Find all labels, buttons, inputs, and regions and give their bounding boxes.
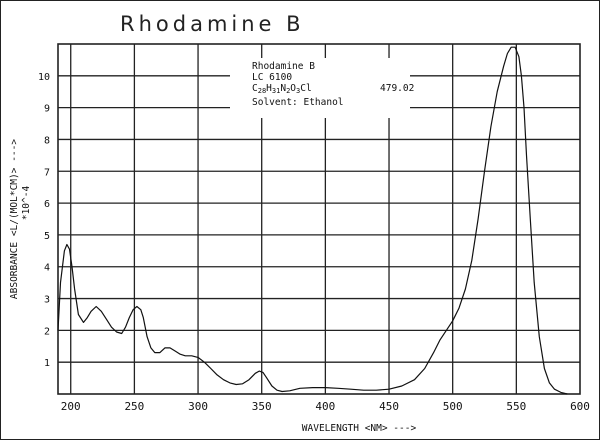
y-tick-label: 2	[44, 326, 50, 337]
x-tick-label: 350	[252, 400, 272, 413]
x-tick-label: 550	[506, 400, 526, 413]
formula-part: H	[266, 83, 272, 94]
compound-formula: C28H31N2O3Cl	[252, 83, 312, 95]
x-tick-label: 450	[379, 400, 399, 413]
absorbance-curve	[57, 46, 568, 395]
x-tick-label: 400	[315, 400, 335, 413]
chart-title: Rhodamine B	[120, 12, 305, 36]
x-axis-label: WAVELENGTH <NM> --->	[302, 423, 417, 434]
compound-info-box: Rhodamine B LC 6100 C28H31N2O3Cl 479.02 …	[230, 58, 414, 118]
formula-part: C	[252, 83, 258, 94]
formula-part: 28	[257, 87, 267, 95]
formula-part: O	[290, 83, 297, 94]
compound-code: LC 6100	[252, 72, 293, 83]
y-tick-label: 1	[44, 358, 50, 369]
molecular-weight: 479.02	[380, 83, 415, 94]
solvent-label: Solvent: Ethanol	[252, 97, 344, 108]
x-tick-label: 500	[443, 400, 463, 413]
y-axis-scale-label: *10^-4	[21, 186, 32, 221]
y-tick-label: 5	[44, 231, 50, 242]
x-tick-label: 200	[61, 400, 81, 413]
x-tick-label: 250	[124, 400, 144, 413]
formula-part: 31	[271, 87, 281, 95]
x-tick-label: 600	[570, 400, 590, 413]
y-tick-label: 7	[44, 167, 50, 178]
y-axis-label: ABSORBANCE <L/(MOL*CM)> --->	[9, 139, 20, 299]
formula-part: N	[280, 83, 287, 94]
y-tick-label: 4	[44, 263, 50, 274]
plot-border	[57, 43, 581, 395]
y-tick-label: 8	[44, 135, 50, 146]
y-tick-label: 3	[44, 295, 50, 306]
formula-part: Cl	[300, 83, 312, 94]
formula-part: 2	[286, 87, 291, 95]
y-tick-label: 6	[44, 199, 50, 210]
x-tick-label: 300	[188, 400, 208, 413]
y-tick-label: 10	[38, 72, 50, 83]
formula-part: 3	[296, 87, 301, 95]
y-tick-label: 9	[44, 104, 50, 115]
compound-name: Rhodamine B	[252, 61, 315, 72]
